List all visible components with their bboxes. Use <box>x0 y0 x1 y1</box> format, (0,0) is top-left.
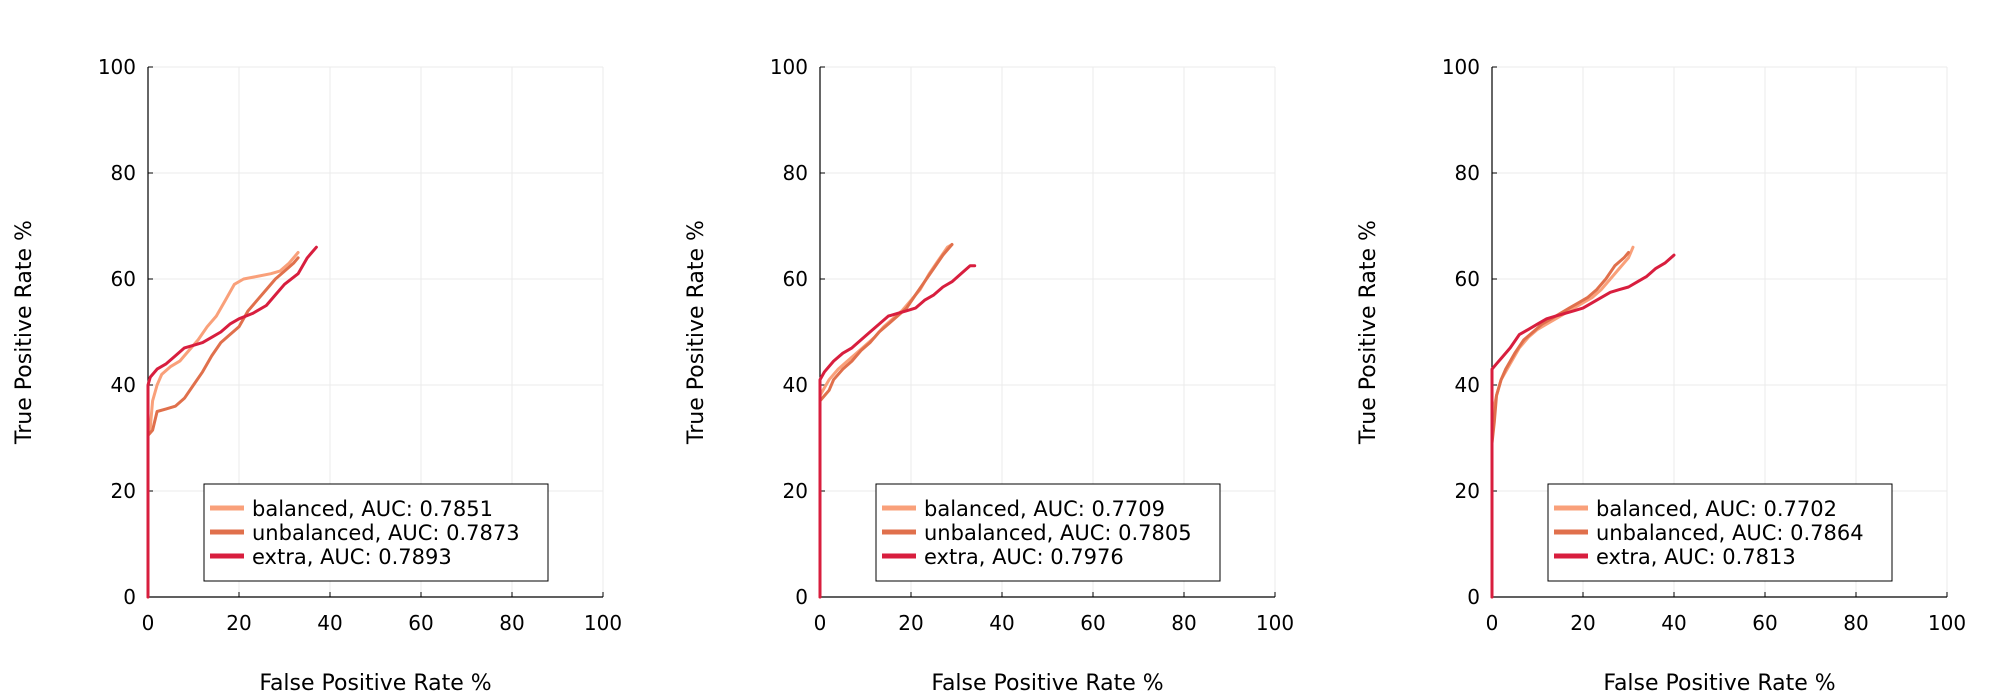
series-line-unbalanced <box>146 256 300 599</box>
y-axis-label: True Positive Rate % <box>12 220 37 445</box>
roc-chart-3: 0 20 40 60 80 100 0 20 40 60 80 100 False Positive R… <box>1356 55 1966 696</box>
y-tick-label: 40 <box>111 373 136 397</box>
x-tick-label: 60 <box>1080 611 1105 635</box>
x-tick-label: 80 <box>1171 611 1196 635</box>
series-line-unbalanced <box>1490 251 1630 599</box>
x-tick-label: 20 <box>226 611 251 635</box>
y-tick-label: 40 <box>1455 373 1480 397</box>
y-axis-label: True Positive Rate % <box>684 220 709 445</box>
x-axis-label: False Positive Rate % <box>259 671 491 696</box>
x-tick-label: 40 <box>989 611 1014 635</box>
y-tick-label: 100 <box>770 55 808 79</box>
y-tick-label: 40 <box>783 373 808 397</box>
x-tick-label: 0 <box>142 611 155 635</box>
legend-label-unbalanced: unbalanced, AUC: 0.7873 <box>252 521 520 545</box>
series-line-unbalanced <box>818 243 954 599</box>
y-tick-label: 80 <box>111 161 136 185</box>
legend-label-extra: extra, AUC: 0.7893 <box>252 545 452 569</box>
x-tick-label: 20 <box>898 611 923 635</box>
y-tick-label: 60 <box>111 267 136 291</box>
y-tick-label: 80 <box>1455 161 1480 185</box>
legend-label-extra: extra, AUC: 0.7813 <box>1596 545 1796 569</box>
roc-chart-2: 0 20 40 60 80 100 0 20 40 60 80 100 False Positive R… <box>684 55 1294 696</box>
x-axis-label: False Positive Rate % <box>1603 671 1835 696</box>
x-tick-label: 40 <box>317 611 342 635</box>
y-tick-label: 20 <box>111 479 136 503</box>
series-line-extra <box>1490 253 1676 599</box>
roc-chart-1: 0 20 40 60 80 100 0 20 40 60 80 100 False Positive R… <box>12 55 622 696</box>
series-line-extra <box>818 264 977 599</box>
x-tick-label: 60 <box>408 611 433 635</box>
x-tick-label: 0 <box>1486 611 1499 635</box>
x-tick-label: 60 <box>1752 611 1777 635</box>
x-tick-label: 100 <box>1256 611 1294 635</box>
legend-label-unbalanced: unbalanced, AUC: 0.7864 <box>1596 521 1864 545</box>
legend-box <box>875 483 1221 582</box>
y-tick-label: 60 <box>1455 267 1480 291</box>
legend-label-balanced: balanced, AUC: 0.7702 <box>1596 497 1837 521</box>
series-line-extra <box>146 245 318 599</box>
y-tick-label: 0 <box>1467 585 1480 609</box>
y-tick-label: 0 <box>795 585 808 609</box>
y-tick-label: 0 <box>123 585 136 609</box>
y-tick-label: 80 <box>783 161 808 185</box>
x-tick-label: 40 <box>1661 611 1686 635</box>
y-tick-label: 20 <box>1455 479 1480 503</box>
series-line-balanced <box>146 251 300 599</box>
x-tick-label: 0 <box>814 611 827 635</box>
y-axis-label: True Positive Rate % <box>1356 220 1381 445</box>
legend-label-balanced: balanced, AUC: 0.7709 <box>924 497 1165 521</box>
x-tick-label: 80 <box>499 611 524 635</box>
x-tick-label: 80 <box>1843 611 1868 635</box>
legend-label-extra: extra, AUC: 0.7976 <box>924 545 1124 569</box>
x-tick-label: 100 <box>584 611 622 635</box>
y-tick-label: 60 <box>783 267 808 291</box>
legend-label-unbalanced: unbalanced, AUC: 0.7805 <box>924 521 1192 545</box>
legend-label-balanced: balanced, AUC: 0.7851 <box>252 497 493 521</box>
legend-box <box>203 483 549 582</box>
x-tick-label: 20 <box>1570 611 1595 635</box>
x-axis-label: False Positive Rate % <box>931 671 1163 696</box>
legend-box <box>1547 483 1893 582</box>
y-tick-label: 100 <box>98 55 136 79</box>
x-tick-label: 100 <box>1928 611 1966 635</box>
y-tick-label: 20 <box>783 479 808 503</box>
y-tick-label: 100 <box>1442 55 1480 79</box>
